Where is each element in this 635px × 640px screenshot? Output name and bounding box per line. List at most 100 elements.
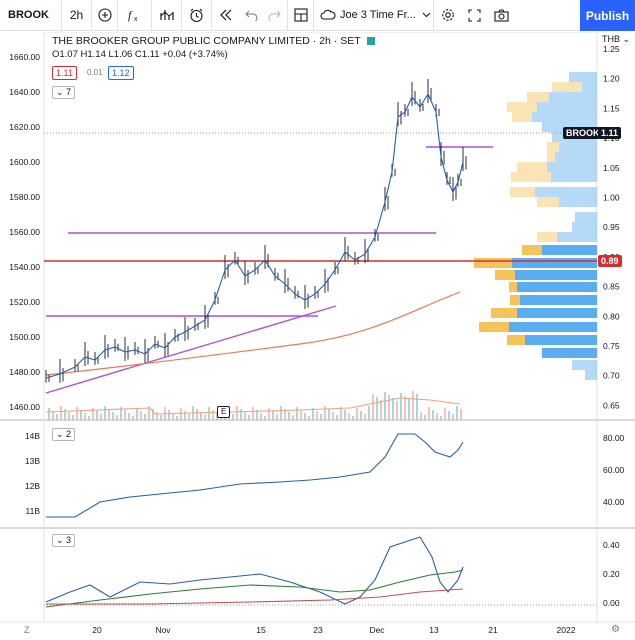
pane2-right-tick: 40.00 [603, 497, 625, 507]
undo-icon [244, 10, 258, 21]
volume-bar [276, 414, 278, 420]
time-tick: Nov [155, 625, 171, 635]
volume-bar [316, 411, 318, 420]
settings-icon[interactable]: ⚙ [611, 624, 620, 635]
volume-profile-bar [507, 335, 525, 345]
right-price-tick: 0.80 [603, 311, 620, 321]
volume-bars [48, 391, 462, 420]
volume-profile-bar [522, 245, 542, 255]
volume-bar [240, 409, 242, 420]
pane3-line-blue [45, 536, 464, 605]
pane2-left-tick: 13B [25, 456, 40, 466]
volume-bar [296, 407, 298, 420]
volume-profile-bar [532, 112, 597, 122]
volume-bar [68, 412, 70, 420]
bar-style-button[interactable] [152, 0, 182, 31]
pane2-left-tick: 14B [25, 431, 40, 441]
volume-bar [76, 407, 78, 420]
volume-profile-bar [537, 197, 559, 207]
volume-profile-bar [474, 258, 512, 268]
ask-price[interactable]: 1.12 [108, 66, 134, 80]
chevron-down-icon: ⌄ [56, 87, 67, 97]
volume-bar [172, 413, 174, 420]
snapshot-icon [494, 8, 509, 22]
volume-bar [132, 416, 134, 420]
volume-bar [324, 406, 326, 420]
chart-area[interactable]: 1660.00 1640.00 1620.00 1600.00 1580.00 1560.… [0, 32, 635, 640]
publish-button[interactable]: Publish [580, 0, 635, 31]
time-tick: 23 [313, 625, 323, 635]
volume-bar [148, 406, 150, 420]
bid-price[interactable]: 1.11 [52, 66, 77, 80]
volume-bar [328, 409, 330, 420]
layout-name-label: Joe 3 Time Fr... [340, 9, 416, 21]
interval-button[interactable]: 2h [62, 0, 92, 31]
alert-button[interactable] [182, 0, 212, 31]
redo-icon [268, 10, 281, 21]
volume-bar [248, 415, 250, 420]
right-price-tick: 1.05 [603, 163, 620, 173]
undo-button[interactable] [240, 0, 262, 31]
volume-profile-bar [507, 102, 537, 112]
volume-bar [204, 415, 206, 420]
volume-profile-bar [517, 308, 597, 318]
chart-canvas[interactable]: 1660.001640.001620.001600.001580.001560.… [0, 32, 635, 640]
volume-profile-bar [542, 245, 597, 255]
svg-text:f: f [128, 8, 133, 22]
volume-bar [364, 414, 366, 420]
volume-bar [376, 397, 378, 420]
pane2-toggle[interactable]: ⌄ 2 [52, 428, 76, 441]
layout-icon [293, 8, 308, 22]
left-price-tick: 1500.00 [9, 332, 40, 342]
volume-profile-bar [479, 322, 509, 332]
volume-profile-bar [585, 370, 597, 380]
price-bars [45, 79, 467, 383]
volume-bar [264, 416, 266, 420]
time-tick: 21 [488, 625, 498, 635]
volume-bar [168, 410, 170, 420]
time-tick: 15 [256, 625, 266, 635]
pane2-right-tick: 80.00 [603, 433, 625, 443]
volume-bar [144, 414, 146, 420]
volume-bar [300, 410, 302, 420]
volume-bar [392, 398, 394, 420]
volume-profile-bar [510, 187, 535, 197]
snapshot-button[interactable] [488, 0, 515, 31]
settings-button[interactable] [434, 0, 461, 31]
volume-bar [380, 400, 382, 420]
layout-button[interactable] [288, 0, 314, 31]
redo-button[interactable] [262, 0, 288, 31]
right-price-tick: 0.70 [603, 371, 620, 381]
fullscreen-button[interactable] [461, 0, 488, 31]
settings-icon[interactable]: Z [24, 625, 30, 635]
volume-bar [460, 409, 462, 420]
pane3-toggle[interactable]: ⌄ 3 [52, 534, 76, 547]
trendline-purple [45, 305, 337, 394]
svg-text:x: x [134, 16, 138, 22]
volume-bar [456, 406, 458, 420]
add-compare-button[interactable] [92, 0, 118, 31]
price-line [45, 92, 464, 379]
right-price-tick: 1.00 [603, 193, 620, 203]
time-tick: 20 [92, 625, 102, 635]
indicators-toggle[interactable]: ⌄ 7 [52, 86, 76, 99]
volume-bar [52, 411, 54, 420]
spread-value: 0.01 [87, 68, 103, 77]
currency-selector[interactable]: THB ⌄ [602, 34, 630, 45]
volume-profile-bar [575, 212, 597, 222]
volume-profile-bar [512, 258, 597, 268]
red-line-price-tag: 0.89 [598, 255, 622, 267]
volume-bar [280, 406, 282, 420]
right-price-tick: 0.95 [603, 222, 620, 232]
volume-bar [160, 415, 162, 420]
pane3-line-red [46, 588, 464, 605]
symbol-search-button[interactable]: BROOK [0, 0, 62, 31]
volume-bar [124, 410, 126, 420]
layout-name-dropdown[interactable]: Joe 3 Time Fr... [314, 0, 434, 31]
right-price-tick: 0.75 [603, 341, 620, 351]
moving-average-line [45, 291, 461, 376]
replay-button[interactable] [212, 0, 240, 31]
settings-icon [441, 9, 454, 21]
earnings-marker[interactable]: E [217, 406, 231, 418]
